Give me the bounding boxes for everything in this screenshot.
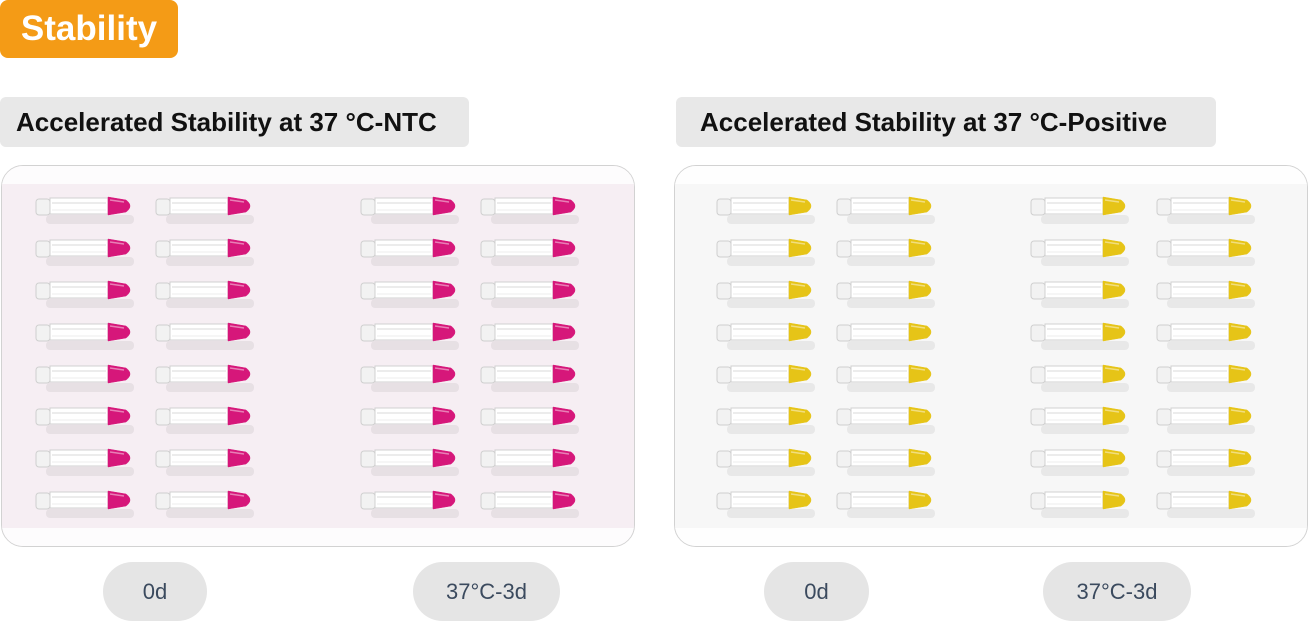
tube: [155, 448, 254, 476]
tube: [716, 364, 815, 392]
tube: [1156, 364, 1255, 392]
tube: [35, 196, 134, 224]
section-title-badge: Stability: [0, 0, 178, 58]
tube: [360, 238, 459, 266]
tube: [1156, 490, 1255, 518]
tube: [716, 196, 815, 224]
tube: [1156, 448, 1255, 476]
tube: [155, 322, 254, 350]
positive-tubes-photo: [674, 165, 1308, 547]
positive-label-37c-3d: 37°C-3d: [1043, 562, 1191, 621]
tube: [480, 322, 579, 350]
tube: [716, 322, 815, 350]
positive-tubes-illustration: [675, 166, 1307, 546]
tube: [836, 490, 935, 518]
tube: [836, 280, 935, 308]
tube: [155, 406, 254, 434]
tube: [360, 406, 459, 434]
tube: [360, 364, 459, 392]
tube: [1030, 364, 1129, 392]
tube: [716, 280, 815, 308]
tube: [35, 322, 134, 350]
tube: [716, 406, 815, 434]
tube: [1030, 280, 1129, 308]
tube: [716, 490, 815, 518]
tube: [155, 280, 254, 308]
tube: [155, 490, 254, 518]
ntc-label-37c-3d: 37°C-3d: [413, 562, 560, 621]
tube: [1030, 322, 1129, 350]
tube: [836, 196, 935, 224]
tube: [1030, 448, 1129, 476]
tube: [360, 490, 459, 518]
tube: [35, 280, 134, 308]
tube: [360, 280, 459, 308]
tube: [836, 406, 935, 434]
tube: [1156, 280, 1255, 308]
ntc-label-0d: 0d: [103, 562, 207, 621]
tube: [35, 406, 134, 434]
tube: [1156, 322, 1255, 350]
tube: [360, 196, 459, 224]
tube: [360, 322, 459, 350]
tube: [480, 196, 579, 224]
tube: [716, 448, 815, 476]
tube: [35, 238, 134, 266]
tube: [480, 364, 579, 392]
tube: [480, 490, 579, 518]
tube: [155, 238, 254, 266]
tube: [360, 448, 459, 476]
tube: [35, 448, 134, 476]
tube: [1030, 238, 1129, 266]
tube: [1156, 238, 1255, 266]
tube: [480, 238, 579, 266]
tube: [1030, 406, 1129, 434]
tube: [1030, 196, 1129, 224]
tube: [1156, 196, 1255, 224]
tube: [1156, 406, 1255, 434]
tube: [716, 238, 815, 266]
tube: [836, 238, 935, 266]
tube: [155, 364, 254, 392]
ntc-panel-heading: Accelerated Stability at 37 °C-NTC: [0, 97, 469, 147]
tube: [35, 490, 134, 518]
tube: [836, 364, 935, 392]
tube: [35, 364, 134, 392]
positive-panel-heading: Accelerated Stability at 37 °C-Positive: [676, 97, 1216, 147]
tube: [480, 406, 579, 434]
tube: [836, 322, 935, 350]
ntc-tubes-photo: [1, 165, 635, 547]
tube: [155, 196, 254, 224]
tube: [480, 280, 579, 308]
tube: [480, 448, 579, 476]
tube: [836, 448, 935, 476]
tube: [1030, 490, 1129, 518]
ntc-tubes-illustration: [2, 166, 634, 546]
positive-label-0d: 0d: [764, 562, 869, 621]
